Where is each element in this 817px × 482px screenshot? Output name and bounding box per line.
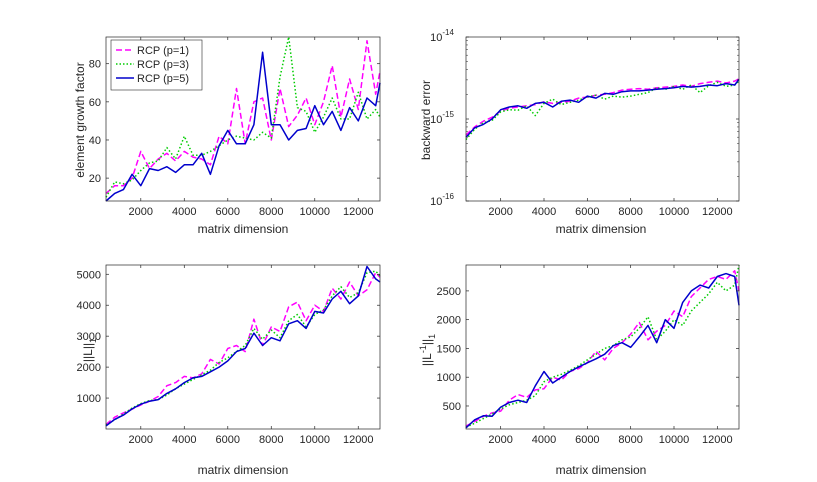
- norm-l-inverse-x-axis-label: matrix dimension: [556, 463, 647, 477]
- backward-y-axis-label: backward error: [419, 80, 433, 160]
- normL-x-tick-label: 12000: [343, 434, 374, 446]
- normLinv-y-tick-label: 1000: [437, 372, 461, 384]
- backward-series-rcp-p-1: [465, 78, 740, 136]
- normL-axes-box: [105, 264, 381, 430]
- growth-axes-box: [105, 36, 381, 202]
- legend-box: [110, 39, 203, 91]
- normLinv-series-rcp-p-5: [465, 272, 740, 429]
- backward-error-chart: 2000 4000 6000 8000 10000 1200010-1610-1510-1…: [419, 28, 740, 236]
- normLinv-y-tick-label: 2500: [437, 286, 461, 298]
- normLinv-x-tick-label: 6000: [575, 434, 599, 446]
- normL-y-tick-label: 3000: [77, 331, 101, 343]
- normLinv-series-rcp-p-3: [465, 264, 740, 428]
- backward-x-tick-label: 6000: [575, 206, 599, 218]
- growth-x-tick-label: 2000: [129, 206, 153, 218]
- normL-series-rcp-p-5: [105, 265, 381, 427]
- normL-x-tick-label: 2000: [129, 434, 153, 446]
- backward-y-tick-exponent: -14: [442, 28, 454, 37]
- normLinv-axes-box: [465, 264, 740, 430]
- growth-x-tick-label: 6000: [216, 206, 240, 218]
- norm-l-inverse-y-label-end: ||: [420, 339, 434, 345]
- normL-y-tick-label: 2000: [77, 362, 101, 374]
- norm-l-chart: 2000 4000 6000 8000 10000 12000 1000 2000 3000 40…: [77, 264, 381, 477]
- growth-series-rcp-p-5: [105, 51, 381, 202]
- normL-x-tick-label: 6000: [216, 434, 240, 446]
- normLinv-x-tick-label: 4000: [532, 434, 556, 446]
- normLinv-y-tick-label: 2000: [437, 315, 461, 327]
- backward-x-tick-label: 2000: [488, 206, 512, 218]
- growth-legend: RCP (p=1) RCP (p=3) RCP (p=5): [110, 39, 203, 91]
- normL-y-tick-label: 1000: [77, 393, 101, 405]
- normL-x-tick-label: 10000: [299, 434, 330, 446]
- growth-series-rcp-p-3: [105, 36, 381, 198]
- norm-l-y-axis-label: ||L||1: [81, 338, 98, 362]
- growth-x-tick-label: 10000: [299, 206, 330, 218]
- backward-y-tick-base: 10: [430, 196, 442, 208]
- backward-x-axis-label: matrix dimension: [556, 222, 647, 236]
- normLinv-x-tick-label: 12000: [702, 434, 733, 446]
- norm-l-y-label-main: ||L||: [81, 343, 95, 362]
- growth-x-axis-label: matrix dimension: [198, 222, 289, 236]
- backward-x-tick-label: 4000: [532, 206, 556, 218]
- legend-label-p1: RCP (p=1): [137, 45, 189, 57]
- growth-x-tick-label: 12000: [343, 206, 374, 218]
- normL-y-tick-label: 5000: [77, 269, 101, 281]
- growth-y-tick-label: 80: [89, 59, 101, 71]
- growth-y-axis-label: element growth factor: [73, 62, 87, 177]
- normLinv-x-tick-label: 2000: [488, 434, 512, 446]
- normLinv-y-tick-label: 500: [443, 401, 461, 413]
- legend-label-p3: RCP (p=3): [137, 59, 189, 71]
- backward-y-tick-exponent: -15: [442, 110, 454, 119]
- growth-y-tick-label: 20: [89, 173, 101, 185]
- backward-y-tick-label: 10-14: [430, 28, 454, 44]
- normLinv-x-tick-label: 8000: [618, 434, 642, 446]
- normL-y-tick-label: 4000: [77, 300, 101, 312]
- norm-l-inverse-y-axis-label: ||L-1||1: [418, 334, 437, 366]
- backward-y-tick-label: 10-15: [430, 110, 454, 126]
- normL-x-tick-label: 8000: [259, 434, 283, 446]
- norm-l-inverse-y-label-main: ||L: [420, 353, 434, 366]
- growth-factor-chart: 2000 4000 6000 8000 10000 12000 20 40 60 80 matri…: [73, 36, 381, 236]
- norm-l-x-axis-label: matrix dimension: [198, 463, 289, 477]
- norm-l-inverse-y-label-sub: 1: [427, 334, 437, 339]
- normL-x-tick-label: 4000: [172, 434, 196, 446]
- backward-x-tick-label: 10000: [659, 206, 690, 218]
- growth-x-tick-label: 8000: [259, 206, 283, 218]
- backward-y-tick-label: 10-16: [430, 192, 454, 208]
- norm-l-y-label-sub: 1: [88, 338, 98, 343]
- backward-y-tick-base: 10: [430, 114, 442, 126]
- normLinv-x-tick-label: 10000: [659, 434, 690, 446]
- normL-series-rcp-p-1: [105, 271, 381, 425]
- legend-label-p5: RCP (p=5): [137, 73, 189, 85]
- backward-y-tick-base: 10: [430, 32, 442, 44]
- backward-x-tick-label: 8000: [618, 206, 642, 218]
- growth-x-tick-label: 4000: [172, 206, 196, 218]
- norm-l-inverse-chart: 2000 4000 6000 8000 10000 12000 500 1000 1500 200…: [418, 264, 740, 477]
- backward-y-tick-exponent: -16: [442, 192, 454, 201]
- backward-x-tick-label: 12000: [702, 206, 733, 218]
- normLinv-y-tick-label: 1500: [437, 343, 461, 355]
- backward-series-rcp-p-5: [465, 78, 740, 138]
- growth-y-tick-label: 40: [89, 135, 101, 147]
- normLinv-series-rcp-p-1: [465, 270, 740, 427]
- norm-l-inverse-y-label-sup: -1: [418, 345, 428, 353]
- growth-y-tick-label: 60: [89, 97, 101, 109]
